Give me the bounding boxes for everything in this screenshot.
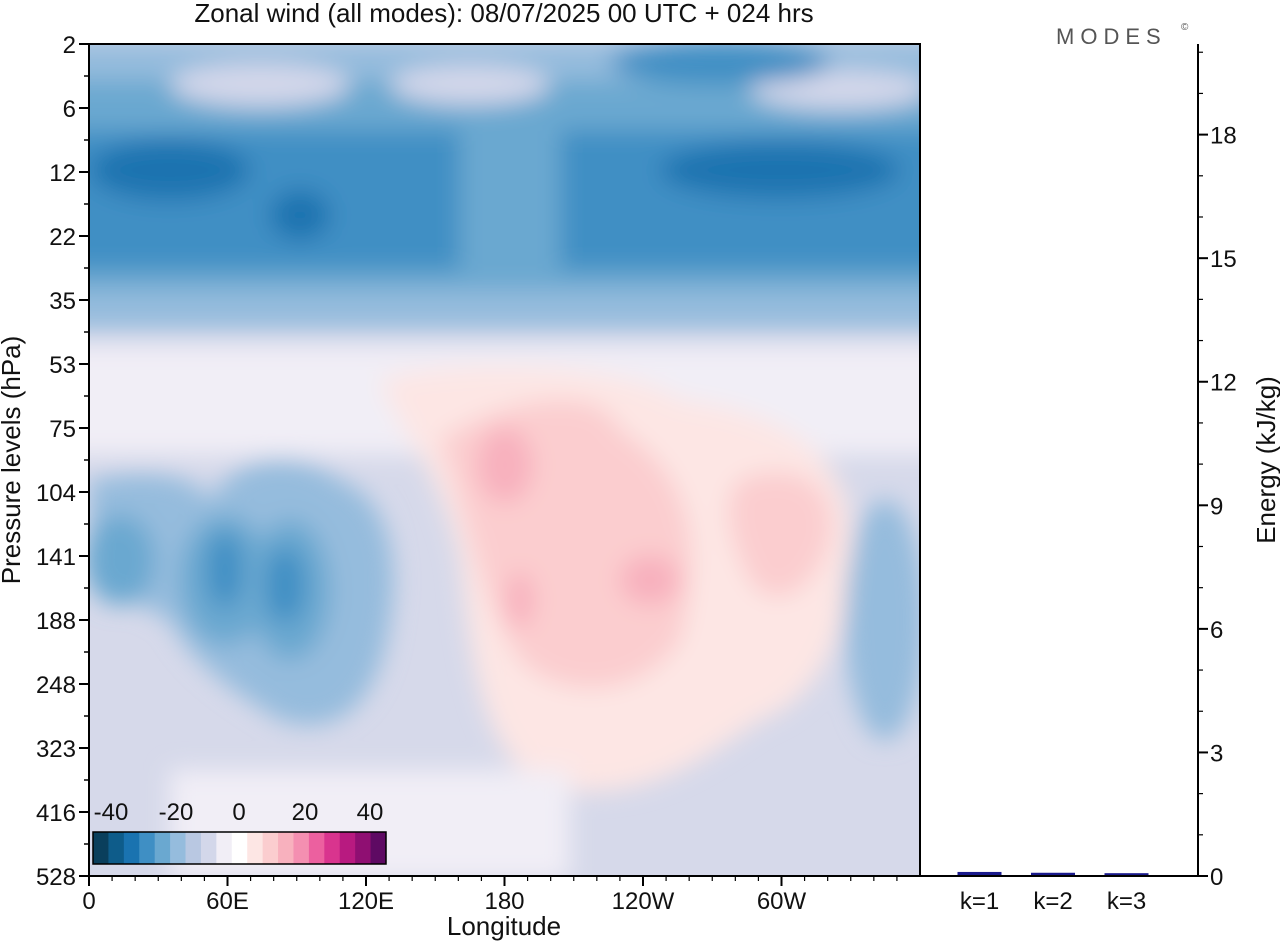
y-axis-title: Pressure levels (hPa) xyxy=(0,336,26,585)
colorbar-cell xyxy=(200,832,217,864)
energy-category-label: k=2 xyxy=(1033,888,1072,915)
y-tick-label: 75 xyxy=(49,416,76,443)
colorbar-tick-label: -20 xyxy=(159,799,194,826)
colorbar-cells xyxy=(93,832,387,864)
field-blob-jet-core-1 xyxy=(90,140,250,200)
colorbar-cell xyxy=(154,832,171,864)
heatmap-panel xyxy=(88,43,921,877)
heatmap-field xyxy=(89,44,920,876)
field-band-lower-strat xyxy=(89,290,920,330)
energy-axis-title: Energy (kJ/kg) xyxy=(1251,376,1280,544)
colorbar-cell xyxy=(123,832,140,864)
y-tick-label: 22 xyxy=(49,224,76,251)
x-axis-title: Longitude xyxy=(447,911,561,941)
energy-tick-label: 18 xyxy=(1210,123,1237,150)
colorbar-cell xyxy=(355,832,372,864)
energy-panel-background xyxy=(920,44,1198,876)
field-blob-jet-core-2 xyxy=(660,142,900,198)
energy-tick-label: 6 xyxy=(1210,617,1223,644)
colorbar-cell xyxy=(139,832,156,864)
colorbar-cell xyxy=(339,832,356,864)
field-blob-easterly-east xyxy=(845,500,920,740)
colorbar-cell xyxy=(278,832,294,864)
colorbar-frame xyxy=(92,831,387,865)
y-tick-label: 53 xyxy=(49,352,76,379)
colorbar: -40 -20 0 20 40 xyxy=(92,799,387,865)
energy-category-label: k=1 xyxy=(960,888,999,915)
energy-bars xyxy=(957,871,1149,876)
y-tick-label: 12 xyxy=(49,160,76,187)
colorbar-cell xyxy=(108,832,125,864)
colorbar-cell xyxy=(293,832,310,864)
energy-tick-label: 12 xyxy=(1210,370,1237,397)
x-tick-label: 60E xyxy=(206,888,249,915)
y-tick-label: 528 xyxy=(36,864,76,891)
energy-bar xyxy=(1104,873,1149,876)
field-blob-westerly-core-1 xyxy=(477,427,533,503)
colorbar-cell xyxy=(308,832,325,864)
logo-mark: © xyxy=(1181,22,1189,33)
energy-bar xyxy=(1031,872,1075,875)
x-tick-label: 120W xyxy=(612,888,675,915)
field-blob-top-weak-2 xyxy=(390,65,550,105)
x-tick-label: 0 xyxy=(82,888,95,915)
energy-category-label: k=3 xyxy=(1107,888,1146,915)
y-tick-label: 141 xyxy=(36,544,76,571)
colorbar-tick-label: 40 xyxy=(357,799,384,826)
energy-bar xyxy=(957,871,1002,875)
colorbar-tick-label: 20 xyxy=(292,799,319,826)
y-tick-label: 35 xyxy=(49,288,76,315)
field-blob-jet-core-3 xyxy=(270,190,330,240)
heatmap-x-axis: 0 60E 120E 180 120W 60W xyxy=(82,876,898,915)
colorbar-cell xyxy=(247,832,264,864)
energy-panel: 0 3 6 9 12 15 18 k=1 k=2 k=3 xyxy=(919,44,1237,915)
heatmap-y-axis: 2 6 12 22 35 53 75 104 141 188 248 323 416 528 xyxy=(36,32,89,891)
y-tick-label: 248 xyxy=(36,672,76,699)
colorbar-tick-label: -40 xyxy=(94,799,129,826)
field-blob-easterly-core-1 xyxy=(207,532,243,608)
field-blob-easterly-mid-3 xyxy=(89,515,155,605)
y-tick-label: 6 xyxy=(63,96,76,123)
field-blob-top-weak-3 xyxy=(750,70,920,110)
field-blob-westerly-core-3 xyxy=(620,555,680,605)
field-blob-westerly-mid-2 xyxy=(729,472,832,597)
colorbar-tick-label: 0 xyxy=(232,799,245,826)
x-tick-label: 120E xyxy=(338,888,394,915)
energy-y-axis: 0 3 6 9 12 15 18 xyxy=(1198,51,1237,891)
energy-x-axis: k=1 k=2 k=3 xyxy=(960,888,1146,915)
colorbar-cell xyxy=(93,832,109,864)
y-tick-label: 104 xyxy=(36,480,76,507)
colorbar-cell xyxy=(216,832,233,864)
colorbar-cell xyxy=(370,832,387,864)
energy-tick-label: 9 xyxy=(1210,493,1223,520)
energy-tick-label: 3 xyxy=(1210,740,1223,767)
chart-title: Zonal wind (all modes): 08/07/2025 00 UT… xyxy=(194,0,813,28)
colorbar-cell xyxy=(170,832,187,864)
y-tick-label: 188 xyxy=(36,608,76,635)
x-tick-label: 60W xyxy=(757,888,807,915)
x-tick-label: 180 xyxy=(484,888,524,915)
y-tick-label: 416 xyxy=(36,800,76,827)
colorbar-cell xyxy=(324,832,341,864)
colorbar-cell xyxy=(231,832,248,864)
y-tick-label: 2 xyxy=(63,32,76,59)
colorbar-cell xyxy=(262,832,279,864)
colorbar-cell xyxy=(185,832,202,864)
y-tick-label: 323 xyxy=(36,736,76,763)
field-blob-top-strong xyxy=(610,44,830,84)
field-blob-westerly-core-2 xyxy=(506,572,534,628)
field-blob-top-weak xyxy=(170,63,350,107)
field-blob-easterly-core-2 xyxy=(265,547,305,623)
energy-tick-label: 15 xyxy=(1210,246,1237,273)
energy-tick-label: 0 xyxy=(1210,864,1223,891)
